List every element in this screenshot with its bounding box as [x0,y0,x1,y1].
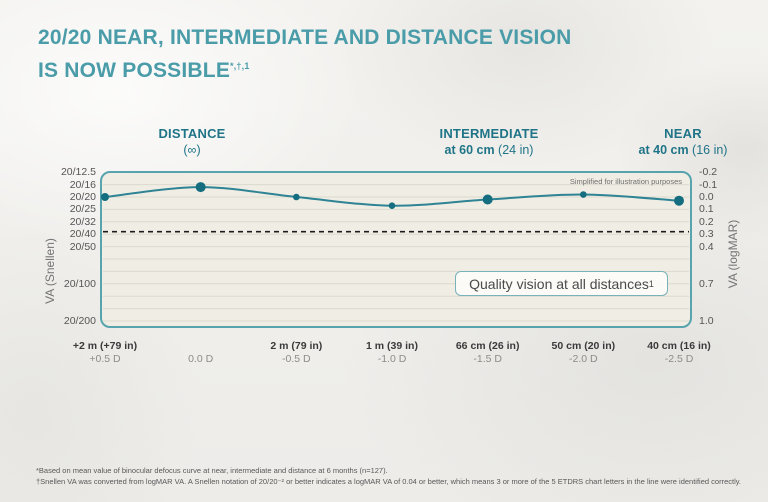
title-superscript: *,†,1 [230,61,250,71]
defocus-label: -2.5 D [664,353,694,365]
distance-label: 40 cm (16 in) [647,340,711,352]
defocus-curve-svg [100,181,689,321]
snellen-tick-label: 20/25 [69,203,96,216]
distance-label: 50 cm (20 in) [551,340,616,352]
x-axis-category: 50 cm (20 in) -2.0 D [523,340,643,365]
defocus-label: +0.5 D [89,353,121,365]
defocus-label: -2.0 D [569,353,598,365]
defocus-label: -0.5 D [282,353,311,365]
defocus-label: -1.0 D [377,353,407,365]
snellen-tick-label: 20/12.5 [60,166,96,179]
data-point [388,201,395,209]
logmar-tick-label: 0.2 [699,215,714,228]
x-axis-category: +2 m (+79 in) +0.5 D [45,340,165,365]
simplified-note: Simplified for illustration purposes [569,177,682,186]
defocus-label: 0.0 D [188,353,214,365]
page-title: 20/20 NEAR, INTERMEDIATE AND DISTANCE VI… [38,24,571,85]
logmar-tick-label: 1.0 [699,315,714,327]
logmar-tick-label: 0.7 [699,277,714,290]
x-axis-category: 2 m (79 in) -0.5 D [236,340,356,365]
distance-label: +2 m (+79 in) [72,340,138,352]
intermediate-header: INTERMEDIATE at 60 cm (24 in) [409,126,569,157]
logmar-tick-label: 0.3 [699,228,714,241]
data-point [100,192,109,201]
logmar-tick-label: -0.1 [699,178,718,191]
near-header-label: NEAR [664,126,702,141]
data-point [579,190,587,198]
defocus-label: -1.5 D [473,353,502,365]
snellen-tick-label: 20/200 [63,315,96,327]
x-axis-category: 0.0 D [141,340,261,365]
page-title-line2: IS NOW POSSIBLE*,†,1 [38,59,250,82]
logmar-tick-label: -0.2 [699,166,718,179]
data-point [292,193,300,200]
snellen-tick-label: 20/50 [69,240,96,253]
data-point [673,195,684,206]
snellen-tick-label: 20/40 [69,228,96,241]
x-axis-category: 66 cm (26 in) -1.5 D [428,340,548,365]
intermediate-header-label: INTERMEDIATE [439,126,539,141]
page-title-line1: 20/20 NEAR, INTERMEDIATE AND DISTANCE VI… [38,26,572,49]
footnote-1: *Based on mean value of binocular defocu… [36,466,388,475]
x-axis-category: 1 m (39 in) -1.0 D [332,340,452,365]
quality-vision-callout: Quality vision at all distances 1 [455,271,668,296]
logmar-tick-label: 0.0 [699,191,714,203]
snellen-tick-label: 20/16 [69,178,96,191]
distance-label: 2 m (79 in) [270,340,323,352]
defocus-curve-plot: Simplified for illustration purposes [100,171,692,328]
distance-header: DISTANCE (∞) [132,126,252,157]
snellen-tick-label: 20/32 [69,215,96,228]
logmar-tick-label: 0.1 [699,203,714,216]
distance-label: 66 cm (26 in) [455,340,520,352]
distance-header-label: DISTANCE [158,126,226,141]
footnotes: *Based on mean value of binocular defocu… [36,465,748,487]
data-point [195,181,206,192]
data-point [482,193,493,204]
distance-label: 1 m (39 in) [366,340,418,352]
logmar-tick-label: 0.4 [699,240,714,253]
snellen-tick-label: 20/20 [69,191,96,203]
snellen-tick-label: 20/100 [63,277,96,290]
near-header: NEAR at 40 cm (16 in) [603,126,763,157]
footnote-2: †Snellen VA was converted from logMAR VA… [36,477,742,486]
x-axis-category: 40 cm (16 in) -2.5 D [619,340,739,365]
